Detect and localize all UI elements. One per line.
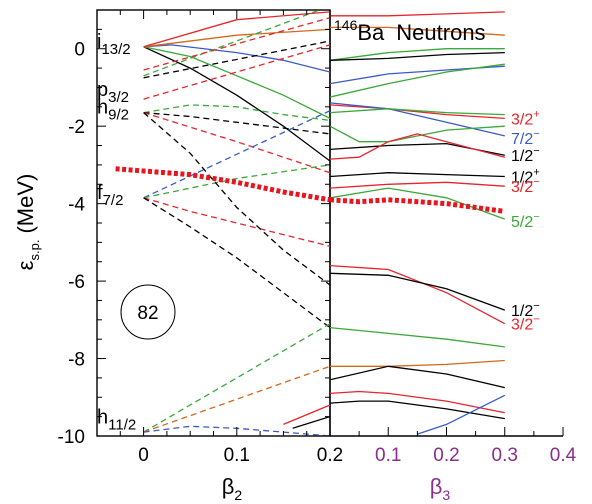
right-level-label: 1/2− bbox=[511, 145, 540, 165]
x-tick-label-beta3: 0.3 bbox=[492, 445, 518, 466]
x-tick-label-beta3: 0.2 bbox=[433, 445, 459, 466]
right-level-line-13 bbox=[330, 181, 505, 189]
right-level-line-11 bbox=[330, 133, 505, 160]
left-level-line-17 bbox=[143, 323, 330, 433]
right-level-line-8 bbox=[330, 108, 505, 116]
right-level-line-3 bbox=[330, 51, 505, 61]
spherical-level-label: f7/2 bbox=[97, 182, 123, 209]
left-level-line-18 bbox=[143, 365, 330, 433]
spherical-level-label: h9/2 bbox=[97, 97, 129, 124]
right-level-line-15 bbox=[330, 264, 506, 325]
right-level-line-2 bbox=[330, 48, 505, 61]
beta2-symbol: β bbox=[222, 474, 235, 499]
spherical-level-label: p3/2 bbox=[97, 79, 129, 106]
title-nucleus: Ba bbox=[357, 20, 385, 45]
right-level-line-16 bbox=[330, 272, 506, 311]
left-level-line-4 bbox=[143, 11, 330, 48]
right-level-label: 5/2− bbox=[511, 211, 540, 231]
left-level-line-9 bbox=[143, 104, 330, 122]
left-level-line-6 bbox=[143, 17, 330, 71]
beta3-sub: 3 bbox=[442, 487, 450, 503]
left-level-line-12 bbox=[143, 110, 330, 199]
shell-gap-label: 82 bbox=[137, 303, 158, 324]
y-axis-label-unit: (MeV) bbox=[13, 174, 38, 234]
left-level-line-11 bbox=[143, 111, 330, 174]
right-level-label: 1/2+ bbox=[511, 167, 540, 187]
left-level-line-7 bbox=[143, 40, 330, 79]
left-level-line-8 bbox=[143, 44, 330, 100]
right-level-line-20 bbox=[330, 390, 505, 414]
left-level-line-14 bbox=[143, 197, 330, 247]
axis-tick-labels: -10 -8 -6 -4 -2 0 0 0.1 0.2 0.1 0.2 0.3 0.4 bbox=[58, 40, 577, 466]
beta3-symbol: β bbox=[430, 474, 443, 499]
left-level-line-10 bbox=[143, 111, 330, 135]
x-tick-label-beta2: 0 bbox=[138, 445, 149, 466]
left-level-line-15 bbox=[143, 197, 330, 329]
left-level-line-21 bbox=[292, 415, 330, 429]
y-axis-label: εs.p. (MeV) bbox=[13, 174, 42, 271]
right-level-line-5 bbox=[330, 63, 505, 98]
x-axis-label-beta3: β3 bbox=[430, 474, 451, 503]
x-tick-label-beta3: 0.4 bbox=[550, 445, 577, 466]
left-fermi-line bbox=[115, 166, 330, 203]
x-tick-label-beta2: 0.1 bbox=[224, 445, 250, 466]
y-tick-label: -8 bbox=[68, 350, 85, 371]
shell-gap-circle bbox=[120, 284, 176, 340]
right-fermi-line bbox=[330, 197, 506, 214]
y-tick-label: -4 bbox=[68, 195, 85, 216]
y-axis-label-symbol: ε bbox=[13, 260, 38, 270]
right-level-label: 1/2− bbox=[511, 300, 540, 320]
right-level-line-0 bbox=[330, 11, 505, 17]
axis-ticks bbox=[96, 9, 564, 437]
right-level-line-6 bbox=[330, 104, 505, 120]
left-level-line-1 bbox=[143, 46, 330, 119]
right-panel-series bbox=[330, 11, 506, 435]
title-mass-number: 146 bbox=[334, 17, 358, 33]
y-axis-label-sub: s.p. bbox=[27, 240, 42, 261]
y-tick-label: -2 bbox=[68, 117, 85, 138]
right-level-line-4 bbox=[330, 65, 505, 85]
right-level-label: 3/2− bbox=[511, 314, 540, 334]
left-level-line-5 bbox=[143, 10, 322, 77]
spherical-level-labels: i13/2 p3/2h9/2 f7/2 h11/2 bbox=[97, 31, 136, 434]
chart-title: 146Ba Neutrons bbox=[334, 17, 486, 45]
y-tick-label: -10 bbox=[58, 427, 85, 448]
x-tick-label-beta3: 0.1 bbox=[375, 445, 401, 466]
right-level-line-7 bbox=[330, 102, 505, 137]
right-level-label: 7/2− bbox=[511, 128, 540, 148]
right-level-line-18 bbox=[330, 359, 505, 367]
x-tick-label-beta2: 0.2 bbox=[317, 445, 343, 466]
x-axis-label-beta2: β2 bbox=[222, 474, 243, 503]
right-level-line-19 bbox=[330, 365, 505, 389]
beta2-sub: 2 bbox=[234, 487, 242, 503]
y-tick-label: 0 bbox=[74, 40, 85, 61]
left-panel-series bbox=[115, 10, 330, 436]
right-level-label: 3/2+ bbox=[511, 108, 540, 128]
left-level-line-2 bbox=[143, 44, 330, 73]
y-tick-label: -6 bbox=[68, 272, 85, 293]
right-level-line-12 bbox=[330, 172, 505, 178]
right-level-line-1 bbox=[330, 26, 505, 36]
right-level-line-10 bbox=[330, 142, 505, 156]
right-level-line-21 bbox=[330, 400, 505, 420]
left-level-line-13 bbox=[143, 164, 330, 199]
right-level-line-22 bbox=[417, 394, 506, 435]
right-level-label: 3/2− bbox=[511, 176, 540, 196]
title-particle: Neutrons bbox=[396, 20, 485, 45]
spherical-level-label: i13/2 bbox=[97, 31, 131, 58]
spherical-level-label: h11/2 bbox=[97, 406, 136, 433]
left-level-line-16 bbox=[143, 112, 330, 286]
left-level-line-20 bbox=[283, 404, 330, 426]
left-panel-frame bbox=[96, 9, 331, 437]
right-level-labels: 3/2+7/2−1/2−1/2+3/2−5/2−1/2−3/2− bbox=[511, 108, 540, 333]
right-level-line-17 bbox=[330, 326, 505, 348]
left-level-line-3 bbox=[143, 28, 330, 48]
